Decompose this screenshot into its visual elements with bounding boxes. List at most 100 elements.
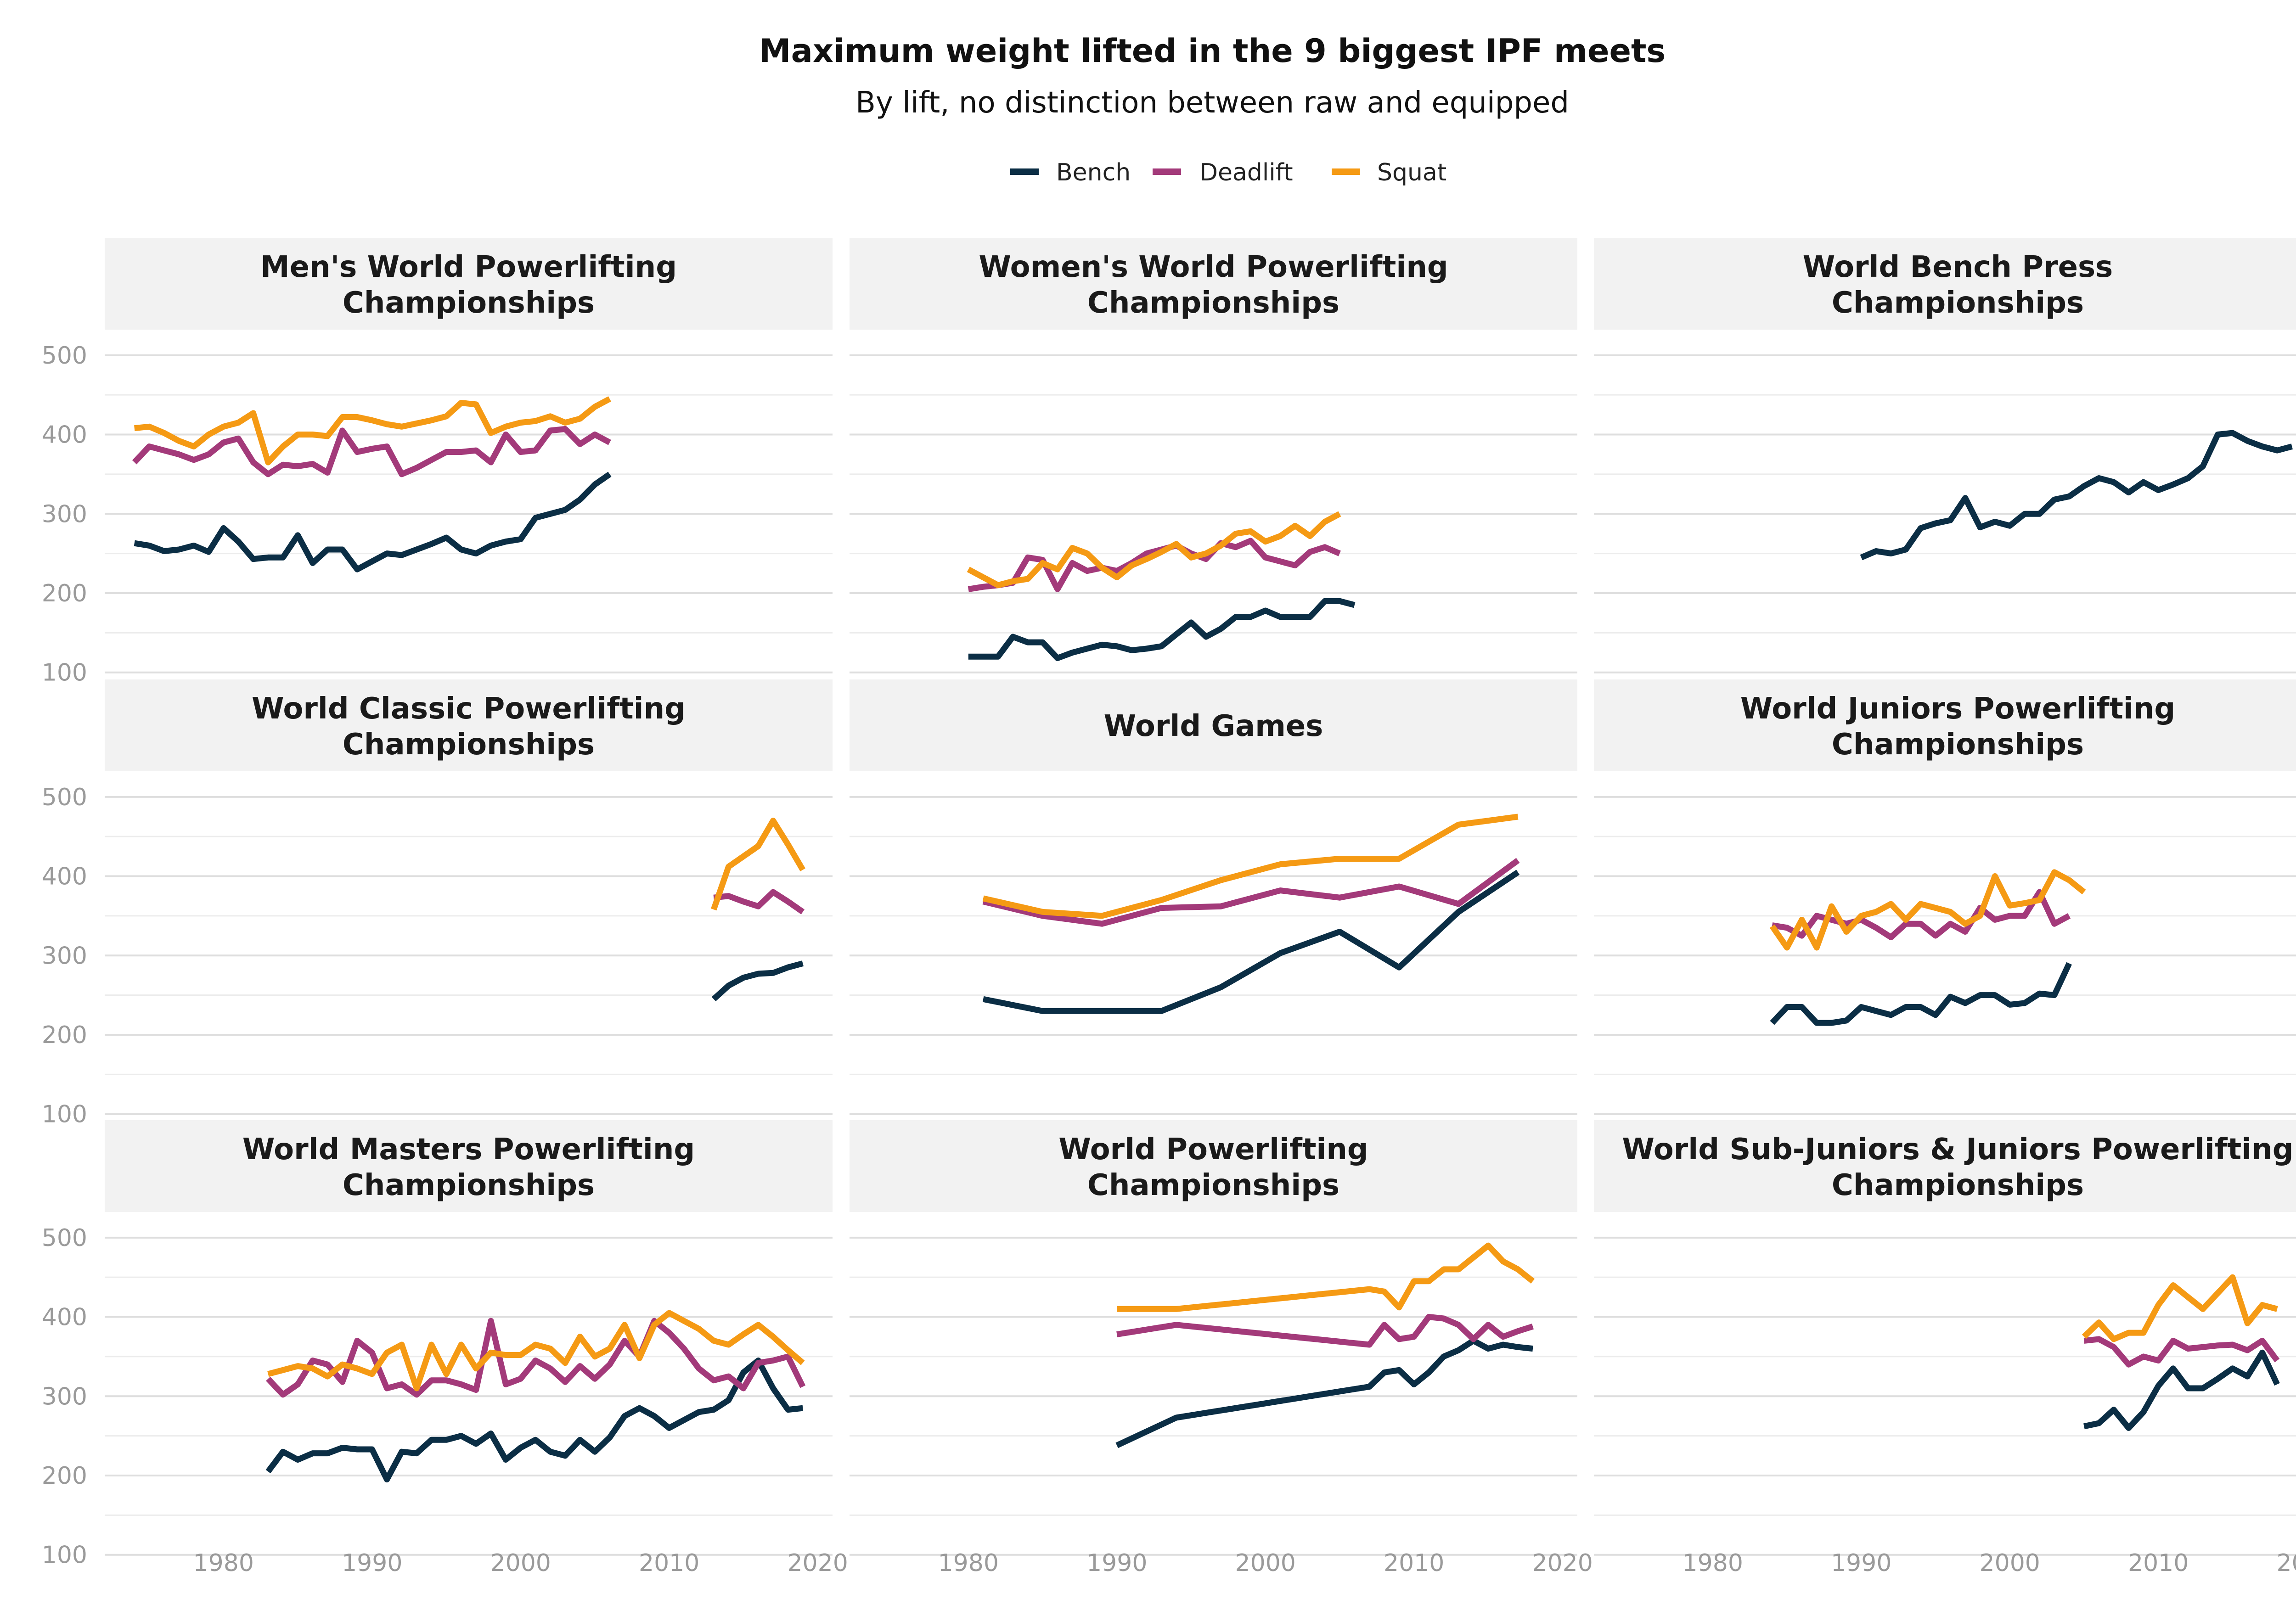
- chart-subtitle: By lift, no distinction between raw and …: [855, 86, 1569, 120]
- series-line-squat: [967, 511, 1341, 589]
- series-line-squat: [134, 396, 611, 466]
- series-line-squat: [711, 818, 805, 911]
- panel-strip: [850, 238, 1577, 330]
- x-tick-label: 2020: [787, 1549, 848, 1577]
- series-line-deadlift: [266, 1318, 806, 1398]
- x-tick-label: 1990: [1831, 1549, 1891, 1577]
- panel-strip-title: Championships: [1087, 1168, 1339, 1202]
- y-tick-label: 100: [42, 659, 87, 687]
- panel-strip-title: World Bench Press: [1803, 250, 2113, 284]
- y-tick-label: 200: [42, 1462, 87, 1490]
- series-line-bench: [711, 960, 804, 1002]
- x-tick-label: 1980: [938, 1549, 999, 1577]
- panel-strip: [850, 679, 1577, 771]
- y-tick-label: 100: [42, 1101, 87, 1128]
- x-tick-label: 2020: [1532, 1549, 1593, 1577]
- series-line-bench: [968, 598, 1356, 662]
- panels: Men's World PowerliftingChampionships100…: [42, 238, 2296, 1569]
- panel-strip-title: World Games: [1104, 709, 1323, 743]
- legend-item-deadlift: Deadlift: [1153, 159, 1293, 186]
- series-line-deadlift: [1116, 1314, 1534, 1348]
- series-line-bench: [134, 471, 612, 572]
- series-line-deadlift: [982, 858, 1520, 927]
- panel-strip-title: Championships: [1832, 1168, 2084, 1202]
- x-tick-label: 2020: [2276, 1549, 2296, 1577]
- panel-strip: [105, 238, 833, 330]
- y-tick-label: 500: [42, 784, 87, 811]
- y-tick-label: 400: [42, 421, 87, 449]
- series-line-bench: [1115, 1337, 1533, 1448]
- x-tick-label: 2010: [2128, 1549, 2189, 1577]
- panel-strip: [1594, 1120, 2296, 1212]
- legend-item-squat-label: Squat: [1377, 159, 1446, 186]
- y-tick-label: 200: [42, 1021, 87, 1049]
- y-tick-label: 300: [42, 942, 87, 970]
- panel-strip-title: Championships: [1832, 728, 2084, 762]
- x-tick-label: 1980: [1683, 1549, 1743, 1577]
- series-line-deadlift: [132, 426, 611, 477]
- panel-strip-title: World Sub-Juniors & Juniors Powerlifting: [1622, 1133, 2293, 1167]
- series-line-bench: [1860, 430, 2293, 561]
- legend-item-bench-label: Bench: [1056, 159, 1131, 186]
- panel-strip-title: Championships: [1087, 286, 1339, 320]
- panel-strip: [105, 1120, 833, 1212]
- legend-item-deadlift-label: Deadlift: [1199, 159, 1293, 186]
- panel-strip: [105, 679, 833, 771]
- panel-strip-title: Men's World Powerlifting: [260, 250, 677, 284]
- y-tick-label: 300: [42, 1383, 87, 1410]
- x-tick-label: 2000: [490, 1549, 551, 1577]
- series-line-squat: [1117, 1242, 1535, 1312]
- panel-strip-title: Championships: [1832, 286, 2084, 320]
- series-line-bench: [265, 1358, 803, 1483]
- series-line-deadlift: [1772, 889, 2071, 940]
- panel-strip: [1594, 679, 2296, 771]
- y-tick-label: 400: [42, 1304, 87, 1331]
- panel-strip-title: World Powerlifting: [1058, 1133, 1368, 1167]
- x-tick-label: 2000: [1235, 1549, 1296, 1577]
- y-tick-label: 100: [42, 1542, 87, 1569]
- x-tick-label: 1980: [193, 1549, 254, 1577]
- panel-strip-title: Championships: [343, 286, 595, 320]
- legend-item-squat: Squat: [1332, 159, 1446, 186]
- panel-9: World Sub-Juniors & Juniors Powerlifting…: [1594, 1120, 2296, 1556]
- series-line-squat: [1769, 869, 2086, 951]
- panel-5: World Games: [850, 679, 1577, 1115]
- x-tick-label: 2010: [1384, 1549, 1444, 1577]
- series-line-squat: [267, 1310, 805, 1392]
- panel-strip-title: World Masters Powerlifting: [242, 1133, 695, 1167]
- y-tick-label: 400: [42, 863, 87, 891]
- legend: Bench Deadlift Squat: [1010, 159, 1446, 186]
- x-tick-label: 2010: [639, 1549, 699, 1577]
- y-tick-label: 500: [42, 1224, 87, 1252]
- series-line-deadlift: [713, 889, 805, 915]
- panel-strip: [1594, 238, 2296, 330]
- y-tick-label: 500: [42, 342, 87, 370]
- panel-strip-title: World Juniors Powerlifting: [1740, 692, 2175, 726]
- series-line-deadlift: [2083, 1336, 2280, 1368]
- series-line-deadlift: [968, 538, 1341, 592]
- panel-strip-title: World Classic Powerlifting: [252, 692, 686, 726]
- series-line-squat: [982, 814, 1519, 919]
- panel-strip-title: Championships: [343, 1168, 595, 1202]
- y-tick-label: 200: [42, 580, 87, 607]
- x-tick-label: 2000: [1980, 1549, 2040, 1577]
- panel-strip-title: Women's World Powerlifting: [979, 250, 1448, 284]
- series-line-bench: [1770, 962, 2072, 1026]
- series-line-bench: [2083, 1349, 2280, 1431]
- x-tick-label: 1990: [342, 1549, 402, 1577]
- series-line-squat: [2082, 1274, 2278, 1342]
- chart-title: Maximum weight lifted in the 9 biggest I…: [759, 32, 1666, 70]
- y-tick-label: 300: [42, 500, 87, 528]
- legend-item-bench: Bench: [1010, 159, 1131, 186]
- x-tick-label: 1990: [1086, 1549, 1147, 1577]
- x-axis: 1980 1990 2000 2010 2020 1980 1990 2000 2010 2020…: [193, 1549, 2296, 1577]
- series-line-bench: [982, 870, 1520, 1014]
